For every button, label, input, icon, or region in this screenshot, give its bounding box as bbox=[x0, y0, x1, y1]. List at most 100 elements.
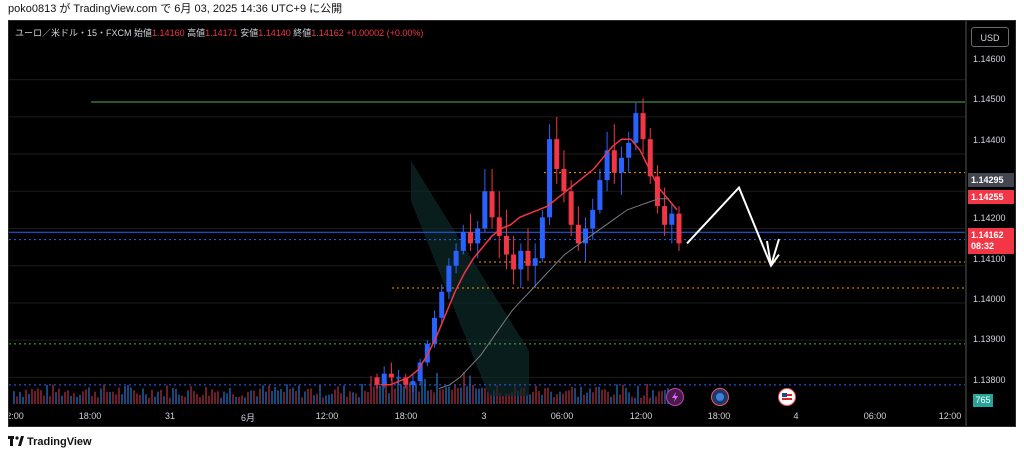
volume-bar bbox=[46, 384, 48, 404]
currency-button[interactable]: USD bbox=[971, 27, 1009, 47]
volume-bar bbox=[67, 390, 69, 404]
volume-bar bbox=[256, 396, 258, 404]
volume-bar bbox=[517, 390, 519, 404]
volume-bar bbox=[406, 384, 408, 404]
volume-bar bbox=[289, 388, 291, 404]
high-label: 高値 bbox=[187, 28, 206, 38]
volume-bar bbox=[565, 391, 567, 404]
volume-bar bbox=[646, 384, 648, 404]
globe-icon[interactable] bbox=[711, 388, 729, 406]
candle-body bbox=[467, 232, 473, 244]
volume-bar bbox=[388, 393, 390, 404]
us-flag-icon[interactable] bbox=[778, 388, 796, 406]
volume-bar bbox=[532, 391, 534, 404]
chart-pane[interactable]: ユーロ／米ドル・15・FXCM 始値1.14160 高値1.14171 安値1.… bbox=[8, 20, 966, 427]
price-tick: 1.14200 bbox=[973, 213, 1006, 223]
volume-bar bbox=[100, 388, 102, 404]
volume-bar bbox=[376, 384, 378, 404]
volume-bar bbox=[265, 391, 267, 404]
volume-bar bbox=[574, 388, 576, 404]
volume-bar bbox=[244, 397, 246, 404]
volume-bar bbox=[28, 394, 30, 404]
candle-body bbox=[568, 191, 574, 225]
volume-bar bbox=[16, 396, 18, 404]
volume-bar bbox=[157, 391, 159, 404]
volume-bar bbox=[439, 389, 441, 404]
brand-label: TradingView bbox=[27, 436, 92, 448]
volume-bar bbox=[322, 397, 324, 404]
candle-body bbox=[439, 291, 445, 318]
candle-body bbox=[410, 381, 416, 385]
volume-bar bbox=[115, 394, 117, 404]
volume-bar bbox=[664, 390, 666, 404]
candle-body bbox=[482, 191, 488, 229]
price-badge-last: 1.14162 08:32 bbox=[968, 228, 1014, 254]
time-label: 4 bbox=[793, 411, 799, 421]
volume-bar bbox=[364, 390, 366, 404]
volume-bar bbox=[25, 389, 27, 404]
close-value: 1.14162 bbox=[311, 28, 344, 38]
volume-bar bbox=[40, 390, 42, 404]
volume-bar bbox=[145, 394, 147, 404]
volume-bar bbox=[538, 391, 540, 404]
time-label: 18:00 bbox=[707, 411, 731, 421]
volume-bar bbox=[259, 388, 261, 404]
channel-shade bbox=[411, 161, 529, 396]
volume-bar bbox=[235, 396, 237, 404]
lightning-icon[interactable] bbox=[666, 388, 684, 406]
volume-bar bbox=[307, 388, 309, 404]
candle-body bbox=[662, 206, 668, 225]
high-value: 1.14171 bbox=[205, 28, 238, 38]
volume-bar bbox=[358, 397, 360, 404]
low-value: 1.14140 bbox=[258, 28, 291, 38]
volume-bar bbox=[652, 390, 654, 404]
volume-bar bbox=[502, 395, 504, 404]
volume-bar bbox=[640, 397, 642, 404]
volume-bar bbox=[637, 385, 639, 404]
volume-bar bbox=[385, 380, 387, 404]
volume-bar bbox=[571, 386, 573, 404]
tradingview-logo-icon bbox=[8, 436, 24, 446]
volume-bar bbox=[214, 392, 216, 404]
candle-body bbox=[374, 377, 380, 385]
volume-bar bbox=[166, 385, 168, 404]
volume-bar bbox=[379, 385, 381, 404]
volume-bar bbox=[169, 397, 171, 404]
volume-bar bbox=[34, 391, 36, 404]
volume-bar bbox=[148, 397, 150, 404]
volume-bar bbox=[595, 386, 597, 404]
volume-bar bbox=[22, 396, 24, 404]
price-axis[interactable]: USD 1.14600 1.14500 1.14400 1.14200 1.14… bbox=[966, 20, 1016, 427]
volume-bar bbox=[442, 389, 444, 404]
candle-body bbox=[597, 180, 603, 210]
candle-body bbox=[417, 362, 423, 382]
volume-bar bbox=[205, 386, 207, 404]
volume-bar bbox=[643, 395, 645, 404]
tradingview-footer[interactable]: TradingView bbox=[8, 436, 92, 448]
price-chart[interactable] bbox=[9, 21, 966, 427]
volume-bar bbox=[193, 391, 195, 404]
volume-bar bbox=[52, 384, 54, 404]
time-label: 18:00 bbox=[78, 411, 102, 421]
volume-bar bbox=[487, 391, 489, 404]
volume-bar bbox=[604, 389, 606, 404]
candle-body bbox=[453, 250, 459, 266]
volume-bar bbox=[79, 394, 81, 404]
candle-body bbox=[647, 139, 653, 177]
volume-bar bbox=[343, 385, 345, 404]
close-label: 終値 bbox=[293, 28, 312, 38]
candle-body bbox=[583, 228, 589, 244]
candle-body bbox=[511, 254, 517, 270]
volume-bar bbox=[346, 396, 348, 404]
volume-bar bbox=[88, 387, 90, 404]
price-tick: 1.14600 bbox=[973, 54, 1006, 64]
volume-bar bbox=[133, 390, 135, 404]
volume-bar bbox=[127, 385, 129, 404]
change-value: +0.00002 (+0.00%) bbox=[346, 28, 424, 38]
price-badge-fast-ma: 1.14255 bbox=[968, 190, 1014, 204]
candle-body bbox=[525, 250, 531, 266]
symbol-label[interactable]: ユーロ／米ドル・15・FXCM bbox=[15, 28, 132, 38]
volume-bar bbox=[352, 392, 354, 404]
volume-bar bbox=[154, 396, 156, 404]
price-tick: 1.14000 bbox=[973, 294, 1006, 304]
